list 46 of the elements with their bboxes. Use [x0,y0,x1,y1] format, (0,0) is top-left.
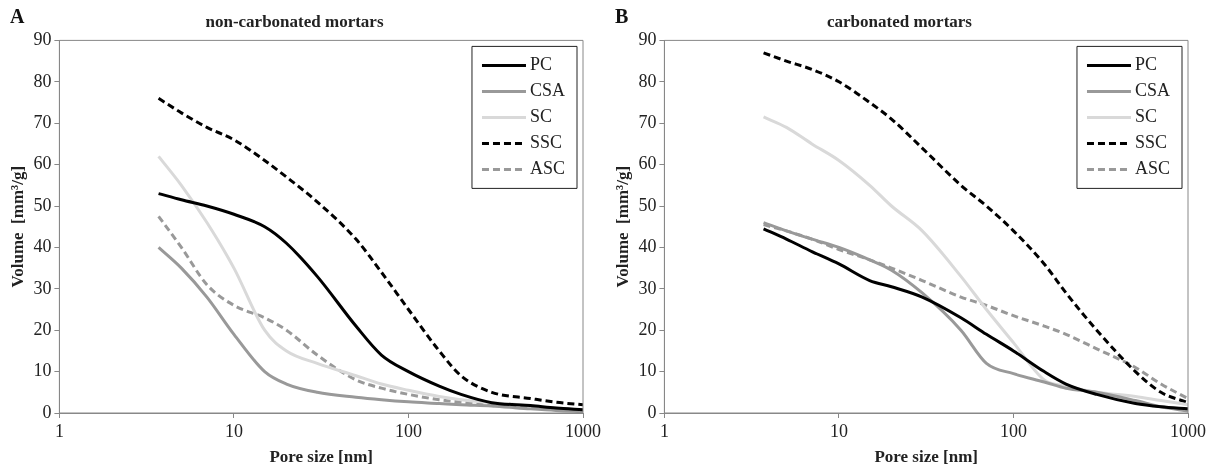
legend-label: PC [529,54,553,75]
y-tick-label: 30 [33,277,52,298]
x-tick-label: 10 [829,420,848,441]
legend-label: SSC [1134,132,1168,153]
y-tick-label: 90 [638,29,657,50]
x-axis-title: Pore size [nm] [874,447,978,467]
text: A [10,5,25,28]
y-tick-label: 20 [33,318,52,339]
x-tick-label: 1 [659,420,669,441]
y-tick-label: 0 [647,401,657,422]
x-tick-label: 100 [394,420,422,441]
chart-title: non-carbonated mortars [205,11,384,31]
y-tick-label: 10 [33,360,52,381]
x-tick-label: 1000 [1170,420,1206,441]
legend-label: PC [1134,54,1158,75]
x-tick-label: 1000 [565,420,601,441]
x-tick-label: 10 [224,420,243,441]
x-tick-label: 100 [999,420,1027,441]
x-axis-title: Pore size [nm] [269,447,373,467]
x-tick-label: 1 [54,420,64,441]
legend-label: SC [529,106,553,127]
y-tick-label: 20 [638,318,657,339]
legend-label: ASC [529,158,565,179]
legend-label: CSA [529,80,565,101]
chart-title: carbonated mortars [827,11,973,31]
y-tick-label: 50 [638,194,657,215]
legend-label: SSC [529,132,563,153]
y-tick-label: 60 [638,153,657,174]
text: B [615,5,629,28]
y-tick-label: 80 [638,70,657,91]
legend-label: ASC [1134,158,1170,179]
y-tick-label: 90 [33,29,52,50]
legend-label: SC [1134,106,1158,127]
legend-label: CSA [1134,80,1170,101]
y-tick-label: 60 [33,153,52,174]
y-tick-label: 10 [638,360,657,381]
y-tick-label: 40 [33,236,52,257]
y-tick-label: 0 [42,401,52,422]
y-tick-label: 40 [638,236,657,257]
y-tick-label: 80 [33,70,52,91]
y-tick-label: 30 [638,277,657,298]
y-axis-title: Volume [mm³/g] [612,165,632,288]
y-axis-title: Volume [mm³/g] [7,165,27,288]
y-tick-label: 50 [33,194,52,215]
y-tick-label: 70 [33,111,52,132]
y-tick-label: 70 [638,111,657,132]
